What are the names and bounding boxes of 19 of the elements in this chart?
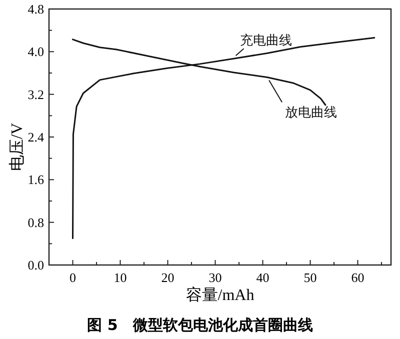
y-tick-label: 4.8 — [28, 2, 44, 16]
caption: 图 5 微型软包电池化成首圈曲线 — [87, 316, 313, 334]
y-tick-label: 2.4 — [28, 130, 44, 144]
y-tick-label: 0.0 — [28, 258, 44, 272]
y-tick-label: 0.8 — [28, 214, 44, 230]
legend-label: 放电曲线 — [285, 104, 338, 120]
x-tick-label: 40 — [256, 270, 270, 285]
x-axis-title: 容量/mAh — [186, 286, 254, 304]
y-tick-label: 4.0 — [28, 44, 44, 60]
y-axis-title: 电压/V — [8, 122, 26, 171]
x-tick-label: 60 — [351, 270, 364, 285]
x-tick-label: 0 — [70, 270, 76, 285]
x-tick-label: 10 — [114, 270, 127, 285]
x-tick-label: 20 — [161, 270, 174, 285]
x-tick-label: 30 — [208, 270, 222, 285]
series-label: 充电曲线 — [240, 32, 292, 48]
y-tick-label: 1.6 — [28, 172, 44, 188]
x-tick-label: 50 — [304, 270, 317, 285]
y-tick-label: 3.2 — [28, 86, 44, 102]
